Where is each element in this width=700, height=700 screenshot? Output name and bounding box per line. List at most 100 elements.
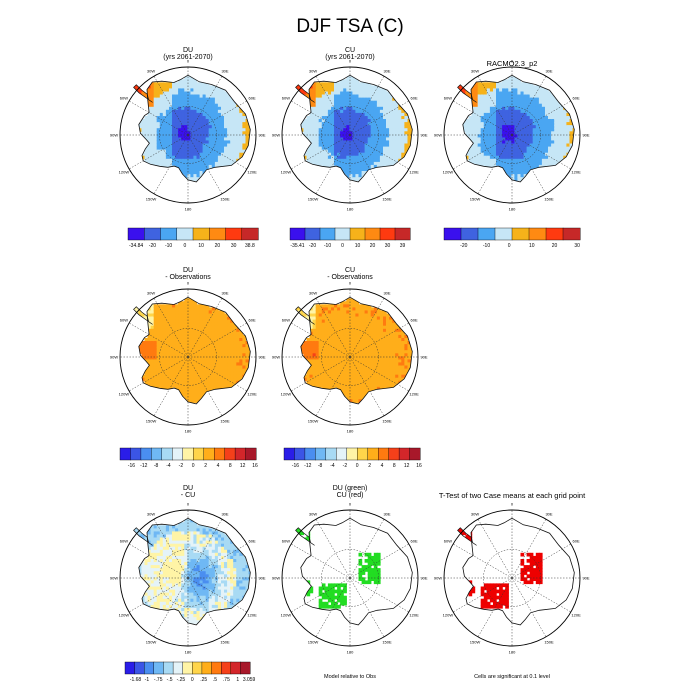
colorbar-label: -1 (145, 677, 150, 683)
meridian-line (511, 543, 572, 579)
field-cu-obs (295, 298, 413, 403)
panel-title-model-rel-0: DU (green) (333, 485, 368, 492)
colorbar-label: -16 (292, 463, 299, 469)
lon-label: 90E (258, 133, 265, 138)
lon-label: 30W (309, 511, 317, 516)
colorbar-swatch (460, 227, 479, 241)
colorbar-cu: -35.41 -20 -10 0 10 20 30 39 (289, 227, 411, 249)
colorbar-swatch (325, 447, 337, 461)
lon-label: 60E (411, 96, 418, 101)
lon-label: 120E (571, 613, 581, 618)
coastline (462, 517, 575, 626)
colorbar-label: 2 (204, 463, 207, 469)
lon-label: 90W (110, 576, 118, 581)
lon-label: 180 (185, 429, 192, 434)
colorbar-swatch (192, 661, 203, 675)
latitude-circle (483, 106, 541, 164)
meridian-line (290, 134, 351, 170)
meridian-line (452, 100, 513, 136)
colorbar-label: -10 (483, 243, 490, 249)
lon-label: 60W (444, 96, 452, 101)
meridian-line (315, 356, 351, 417)
colorbar-label: 30 (574, 243, 580, 249)
colorbar-label: -12 (304, 463, 311, 469)
colorbar-swatch (161, 447, 173, 461)
lon-label: 90W (272, 133, 280, 138)
colorbar-swatch (304, 227, 321, 241)
lon-label: 60E (249, 539, 256, 544)
meridian-line (153, 577, 189, 638)
lon-label: 120W (119, 392, 130, 397)
colorbar-label: .75 (223, 677, 230, 683)
colorbar-swatch (357, 447, 369, 461)
meridian-line (315, 75, 351, 136)
lon-label: 150W (146, 197, 157, 202)
lon-label: 150E (220, 640, 230, 645)
colorbar-label: -12 (140, 463, 147, 469)
page-title: DJF TSA (C) (296, 16, 403, 37)
colorbar-swatch (201, 661, 212, 675)
meridian-line (511, 100, 572, 136)
lon-label: 30W (147, 68, 155, 73)
colorbar-swatch (367, 447, 379, 461)
meridian-line (477, 577, 513, 638)
lon-label: 120W (443, 613, 454, 618)
meridian-line (452, 134, 513, 170)
map-border (281, 288, 419, 426)
meridian-line (349, 134, 385, 195)
colorbar-swatch (241, 227, 259, 241)
map-border (443, 509, 581, 647)
meridian-line (349, 100, 410, 136)
colorbar-swatch (364, 227, 381, 241)
colorbar-label: -20 (149, 243, 156, 249)
panel-title-cu-0: CU (345, 47, 355, 54)
colorbar-swatch (528, 227, 547, 241)
colorbar-swatch (127, 227, 145, 241)
colorbar-label: -34.84 (129, 243, 143, 249)
colorbar-swatch (346, 447, 358, 461)
meridian-line (187, 100, 248, 136)
colorbar-swatch (176, 227, 194, 241)
colorbar-label: 3.059 (243, 677, 256, 683)
panel-cu-obs: CU- Observations030E60E90E120E150E180150… (272, 267, 428, 469)
lon-label: 60W (282, 96, 290, 101)
coastline (300, 74, 413, 183)
colorbar-swatch (182, 661, 193, 675)
colorbar-label: 0 (191, 677, 194, 683)
colorbar-swatch (192, 447, 205, 461)
lon-label: 30E (383, 511, 390, 516)
lon-label: 120E (247, 170, 257, 175)
latitude-circle (321, 328, 379, 386)
lon-label: 0 (349, 59, 352, 64)
colorbar-swatch (225, 227, 243, 241)
meridian-line (128, 543, 189, 579)
colorbar-label: 0 (184, 243, 187, 249)
meridian-line (349, 75, 385, 136)
latitude-circle (321, 549, 379, 607)
panel-title-du-obs-1: - Observations (165, 274, 211, 281)
lon-label: 150E (220, 197, 230, 202)
colorbar-swatch (294, 447, 306, 461)
colorbar-swatch (562, 227, 581, 241)
meridian-line (153, 75, 189, 136)
colorbar-label: 12 (240, 463, 246, 469)
meridian-line (290, 577, 351, 613)
panel-title-du-1: (yrs 2061-2070) (163, 54, 212, 61)
colorbar-label: 20 (215, 243, 221, 249)
lon-label: 60W (282, 539, 290, 544)
colorbar-swatch (209, 227, 227, 241)
colorbar-label: 16 (252, 463, 258, 469)
meridian-line (511, 518, 547, 579)
meridian-line (187, 75, 223, 136)
meridian-line (349, 297, 385, 358)
meridian-line (187, 356, 223, 417)
colorbar-swatch (144, 227, 162, 241)
lon-label: 0 (349, 281, 352, 286)
meridian-line (153, 297, 189, 358)
lon-label: 120W (281, 170, 292, 175)
colorbar-label: -20 (309, 243, 316, 249)
latitude-circle (159, 328, 217, 386)
lon-label: 180 (185, 650, 192, 655)
panel-cu: CU(yrs 2061-2070)030E60E90E120E150E18015… (272, 47, 428, 249)
